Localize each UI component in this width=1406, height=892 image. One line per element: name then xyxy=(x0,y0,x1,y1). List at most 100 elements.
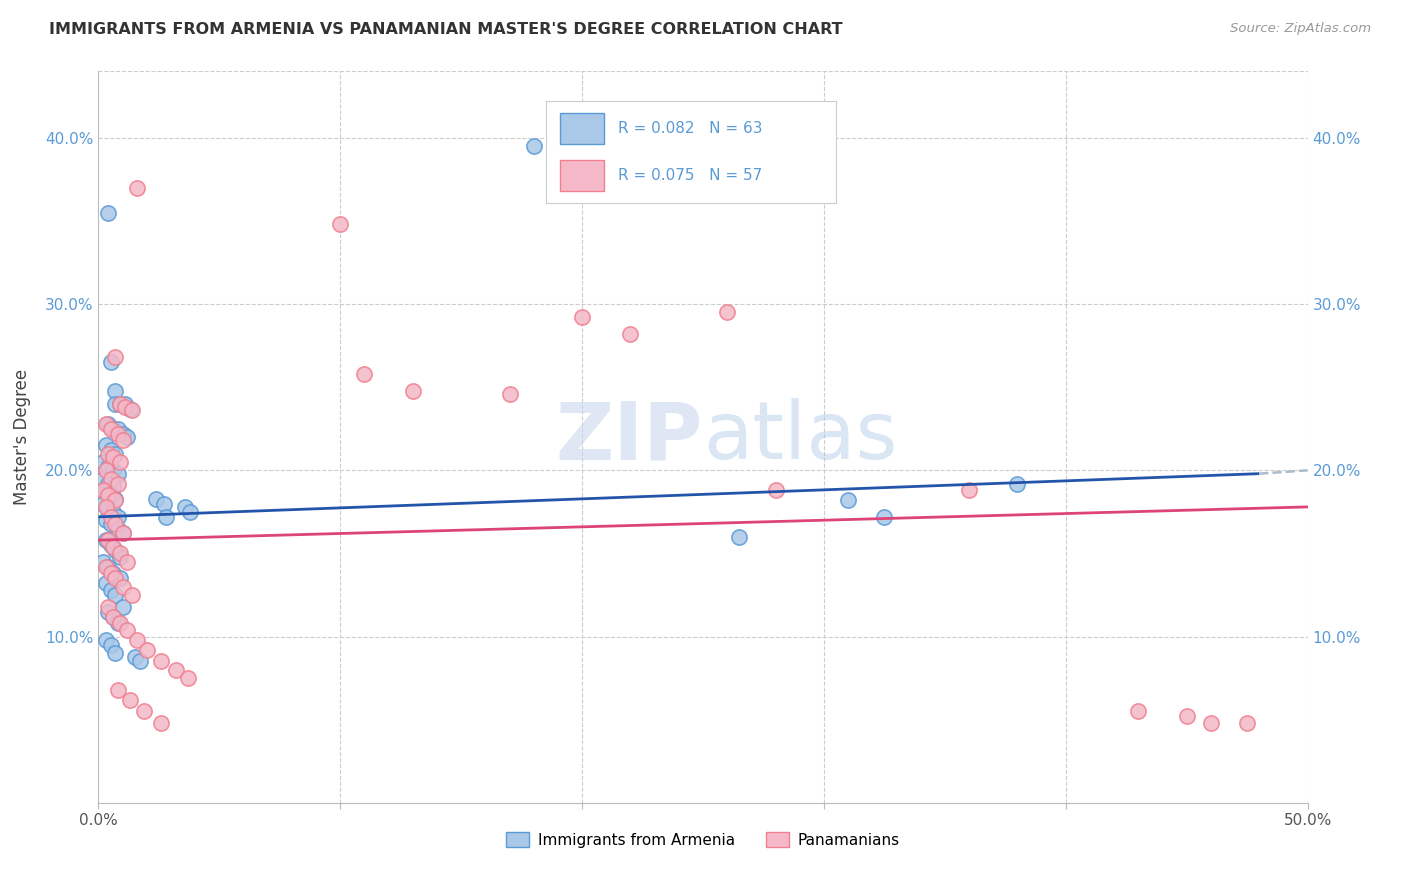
Point xyxy=(152,497,174,511)
Point xyxy=(97,205,120,219)
Point xyxy=(107,521,129,535)
Y-axis label: Master's Degree: Master's Degree xyxy=(13,369,31,505)
Point xyxy=(97,476,120,491)
Point xyxy=(100,472,122,486)
Point xyxy=(94,438,117,452)
Point xyxy=(145,491,167,506)
Text: ZIP: ZIP xyxy=(555,398,703,476)
Point xyxy=(107,467,129,481)
Point xyxy=(91,497,114,511)
Point xyxy=(100,422,122,436)
Point xyxy=(104,491,127,506)
Point xyxy=(107,509,129,524)
Point xyxy=(101,609,124,624)
Point xyxy=(101,450,124,464)
Point xyxy=(104,571,127,585)
Point xyxy=(104,447,127,461)
Point xyxy=(150,655,173,669)
Point xyxy=(104,351,127,365)
Point xyxy=(108,397,131,411)
Point xyxy=(107,422,129,436)
Point xyxy=(111,599,134,614)
Point xyxy=(108,616,131,631)
Point xyxy=(353,367,375,381)
Point xyxy=(97,599,120,614)
Point xyxy=(100,509,122,524)
Point xyxy=(498,387,520,401)
Point xyxy=(108,549,131,564)
Point xyxy=(101,422,124,436)
Point xyxy=(1007,476,1029,491)
Point xyxy=(108,455,131,469)
Point xyxy=(104,516,127,531)
Point xyxy=(117,430,139,444)
Point xyxy=(402,384,425,398)
Point xyxy=(101,463,124,477)
Point xyxy=(179,505,201,519)
Point xyxy=(128,655,150,669)
Point xyxy=(329,217,352,231)
Text: IMMIGRANTS FROM ARMENIA VS PANAMANIAN MASTER'S DEGREE CORRELATION CHART: IMMIGRANTS FROM ARMENIA VS PANAMANIAN MA… xyxy=(49,22,842,37)
Point xyxy=(97,605,120,619)
Point xyxy=(101,480,124,494)
Point xyxy=(91,555,114,569)
Point xyxy=(97,417,120,431)
Point xyxy=(104,493,127,508)
Point xyxy=(100,516,122,531)
Point xyxy=(97,488,120,502)
Point xyxy=(1175,709,1198,723)
Point xyxy=(121,588,143,602)
Text: Source: ZipAtlas.com: Source: ZipAtlas.com xyxy=(1230,22,1371,36)
Point xyxy=(177,671,200,685)
Point xyxy=(107,476,129,491)
Point xyxy=(97,500,120,514)
Point xyxy=(111,434,134,448)
Point xyxy=(1199,716,1222,731)
Point xyxy=(104,384,127,398)
Point xyxy=(104,397,127,411)
Point xyxy=(94,513,117,527)
Point xyxy=(111,526,134,541)
Point xyxy=(1128,705,1150,719)
Point xyxy=(121,403,143,417)
Text: atlas: atlas xyxy=(703,398,897,476)
Point xyxy=(91,455,114,469)
Point xyxy=(873,509,896,524)
Point xyxy=(94,483,117,498)
Point xyxy=(108,571,131,585)
Point xyxy=(117,555,139,569)
Point xyxy=(108,546,131,560)
Point xyxy=(91,483,114,498)
Point xyxy=(118,692,141,706)
Point xyxy=(104,646,127,660)
Point xyxy=(124,649,146,664)
Point xyxy=(107,426,129,441)
Point xyxy=(100,638,122,652)
Point xyxy=(94,559,117,574)
Point xyxy=(728,530,751,544)
Point xyxy=(100,566,122,581)
Point xyxy=(716,305,738,319)
Point xyxy=(94,417,117,431)
Point xyxy=(174,500,197,514)
Point xyxy=(94,576,117,591)
Point xyxy=(100,443,122,458)
Point xyxy=(165,663,187,677)
Point xyxy=(101,505,124,519)
Point xyxy=(111,426,134,441)
Point xyxy=(134,705,156,719)
Point xyxy=(150,716,173,731)
Point xyxy=(107,616,129,631)
Point xyxy=(765,483,787,498)
Point xyxy=(117,623,139,637)
Point xyxy=(97,533,120,548)
Point xyxy=(114,397,136,411)
Point xyxy=(127,632,149,647)
Point xyxy=(97,559,120,574)
Point xyxy=(523,139,546,153)
Point xyxy=(619,326,641,341)
Legend: Immigrants from Armenia, Panamanians: Immigrants from Armenia, Panamanians xyxy=(501,825,905,854)
Point xyxy=(571,310,593,325)
Point xyxy=(114,400,136,414)
Point xyxy=(101,566,124,581)
